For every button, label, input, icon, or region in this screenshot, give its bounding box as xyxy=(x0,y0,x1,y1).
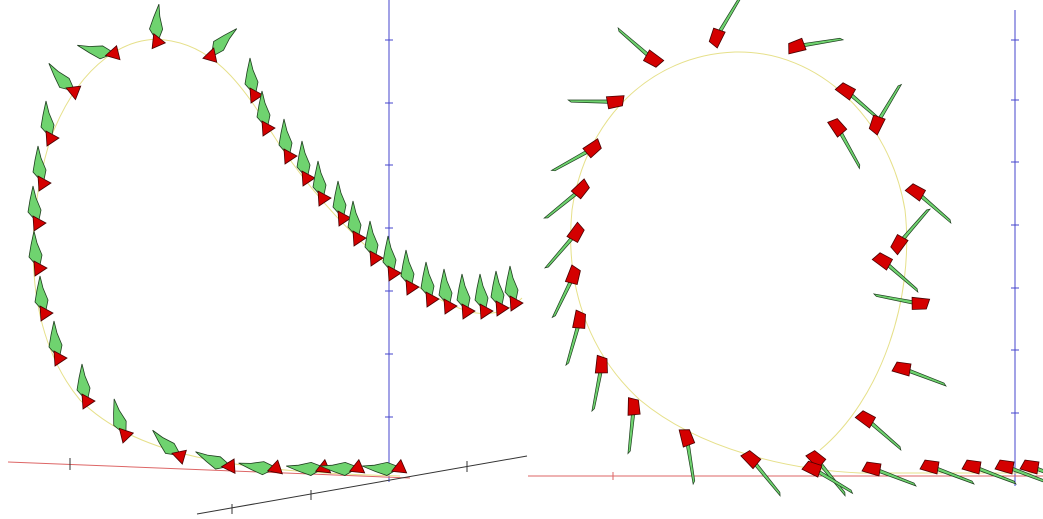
right-view xyxy=(528,0,1043,496)
scene xyxy=(0,0,1043,519)
left-view xyxy=(8,0,527,514)
aircraft-right xyxy=(544,0,1043,496)
trajectory xyxy=(33,39,522,476)
aircraft-left xyxy=(28,3,523,479)
trajectory xyxy=(571,52,1040,473)
